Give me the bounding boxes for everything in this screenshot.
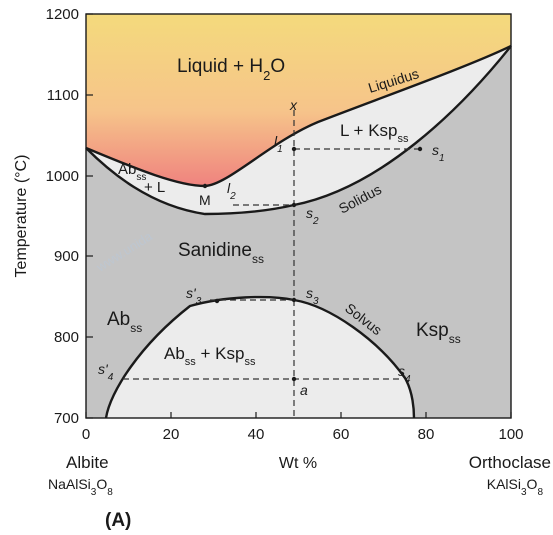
panel-label: (A) — [105, 510, 131, 531]
x-tick-label: 60 — [333, 426, 350, 443]
l1-label: l1 — [274, 133, 283, 155]
y-tick-label: 800 — [54, 329, 79, 346]
x-tick-label: 20 — [163, 426, 180, 443]
solvus-dome — [106, 297, 414, 418]
y-tick-label: 1200 — [46, 6, 79, 23]
orthoclase-formula: KAlSi3O8 — [487, 476, 544, 498]
solvus-curve — [104, 295, 416, 419]
x-label: x — [289, 97, 298, 113]
plot-frame — [85, 13, 512, 419]
point-markers — [202, 146, 423, 382]
x-tick-label: 0 — [82, 426, 90, 443]
liquid-field — [86, 14, 511, 186]
x-tick-label: 80 — [418, 426, 435, 443]
albite-label: Albite — [66, 453, 109, 472]
orthoclase-label: Orthoclase — [469, 453, 551, 472]
y-tick-label: 1000 — [46, 168, 79, 185]
liquidus-curve — [85, 44, 512, 188]
y-axis-title: Temperature (°C) — [13, 155, 30, 278]
x-tick-label: 40 — [248, 426, 265, 443]
construction-lines — [123, 110, 420, 418]
ticks — [85, 13, 512, 419]
y-tick-label: 700 — [54, 410, 79, 427]
eutectic-m-label: M — [199, 192, 211, 208]
y-tick-label: 900 — [54, 248, 79, 265]
y-tick-label: 1100 — [47, 87, 79, 104]
x-tick-label: 100 — [498, 426, 523, 443]
l2-label: l2 — [227, 180, 236, 202]
albite-formula: NaAlSi3O8 — [48, 476, 113, 498]
solidus-curve — [85, 45, 512, 216]
a-label: a — [300, 382, 308, 398]
liquid-solid-lens — [86, 46, 511, 214]
ab-l-label-2: + L — [144, 179, 165, 196]
x-axis-title: Wt % — [279, 455, 317, 472]
